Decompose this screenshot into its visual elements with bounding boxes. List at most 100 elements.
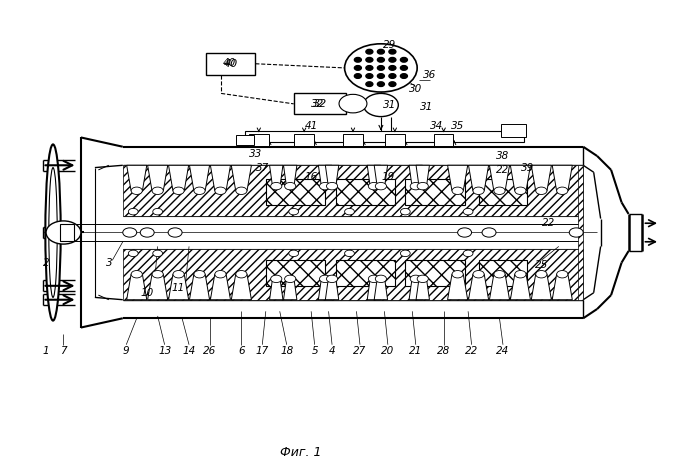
Text: 7: 7 — [60, 345, 67, 356]
Bar — [123, 249, 583, 300]
Circle shape — [319, 182, 331, 190]
Text: 24: 24 — [496, 345, 510, 356]
Text: 22: 22 — [542, 218, 555, 228]
Circle shape — [463, 250, 473, 257]
Circle shape — [389, 66, 396, 70]
Circle shape — [377, 82, 384, 86]
Circle shape — [377, 49, 384, 54]
Polygon shape — [284, 279, 297, 300]
Circle shape — [535, 187, 547, 194]
Polygon shape — [231, 274, 252, 300]
Circle shape — [482, 228, 496, 237]
Bar — [343, 134, 363, 146]
Ellipse shape — [45, 145, 61, 320]
Bar — [245, 131, 524, 142]
Polygon shape — [374, 279, 387, 300]
Circle shape — [326, 275, 338, 283]
Text: 27: 27 — [353, 345, 366, 356]
Circle shape — [194, 187, 205, 194]
Polygon shape — [231, 165, 252, 191]
Circle shape — [271, 182, 282, 190]
Polygon shape — [270, 279, 283, 300]
Polygon shape — [147, 165, 168, 191]
Bar — [266, 260, 325, 286]
Text: 2: 2 — [43, 258, 50, 268]
Text: 35: 35 — [451, 121, 464, 131]
Polygon shape — [168, 165, 189, 191]
Circle shape — [515, 187, 526, 194]
Bar — [236, 135, 254, 145]
Bar — [501, 124, 526, 138]
Bar — [294, 93, 346, 114]
Circle shape — [319, 275, 331, 283]
Circle shape — [140, 228, 154, 237]
Text: 5: 5 — [311, 345, 318, 356]
Circle shape — [366, 74, 373, 78]
Text: 14: 14 — [182, 345, 196, 356]
Bar — [336, 179, 395, 205]
Text: 16: 16 — [305, 172, 318, 182]
Circle shape — [129, 250, 138, 257]
Circle shape — [389, 58, 396, 62]
Bar — [577, 165, 583, 300]
Circle shape — [401, 74, 408, 78]
Circle shape — [363, 93, 398, 117]
Text: 11: 11 — [172, 283, 185, 293]
Circle shape — [368, 182, 380, 190]
Circle shape — [375, 182, 387, 190]
Bar — [405, 179, 465, 205]
Circle shape — [289, 208, 298, 215]
Circle shape — [389, 49, 396, 54]
Bar — [294, 134, 314, 146]
Text: 26: 26 — [203, 345, 217, 356]
Circle shape — [173, 187, 184, 194]
Circle shape — [458, 228, 472, 237]
Circle shape — [494, 271, 505, 278]
Text: 38: 38 — [496, 151, 510, 161]
Circle shape — [194, 271, 205, 278]
Circle shape — [410, 182, 421, 190]
Circle shape — [131, 271, 143, 278]
Circle shape — [556, 271, 568, 278]
Polygon shape — [210, 274, 231, 300]
Polygon shape — [552, 165, 572, 191]
Polygon shape — [318, 279, 332, 300]
Text: 39: 39 — [521, 163, 534, 173]
Circle shape — [339, 94, 367, 113]
Circle shape — [375, 275, 387, 283]
Polygon shape — [552, 274, 572, 300]
Circle shape — [473, 187, 484, 194]
Bar — [123, 165, 583, 216]
Circle shape — [535, 271, 547, 278]
Text: 41: 41 — [305, 121, 318, 131]
Circle shape — [236, 271, 247, 278]
Polygon shape — [284, 165, 297, 186]
Polygon shape — [318, 165, 332, 186]
Circle shape — [152, 271, 164, 278]
Circle shape — [366, 58, 373, 62]
Circle shape — [389, 82, 396, 86]
Circle shape — [326, 182, 338, 190]
Polygon shape — [510, 165, 531, 191]
Text: 29: 29 — [383, 40, 396, 50]
Polygon shape — [210, 165, 231, 191]
Polygon shape — [367, 165, 381, 186]
Text: 22: 22 — [465, 345, 478, 356]
Circle shape — [389, 74, 396, 78]
Polygon shape — [416, 165, 429, 186]
Polygon shape — [468, 274, 489, 300]
Bar — [249, 134, 268, 146]
Text: 17: 17 — [256, 345, 269, 356]
Text: 32: 32 — [311, 99, 324, 109]
Polygon shape — [374, 165, 387, 186]
Text: 37: 37 — [256, 163, 269, 173]
Circle shape — [354, 74, 361, 78]
Polygon shape — [510, 274, 531, 300]
Text: 9: 9 — [123, 345, 129, 356]
Bar — [405, 260, 465, 286]
Text: 40: 40 — [223, 58, 236, 68]
Circle shape — [236, 187, 247, 194]
Polygon shape — [531, 165, 552, 191]
Polygon shape — [409, 279, 422, 300]
Text: 22: 22 — [496, 165, 510, 175]
